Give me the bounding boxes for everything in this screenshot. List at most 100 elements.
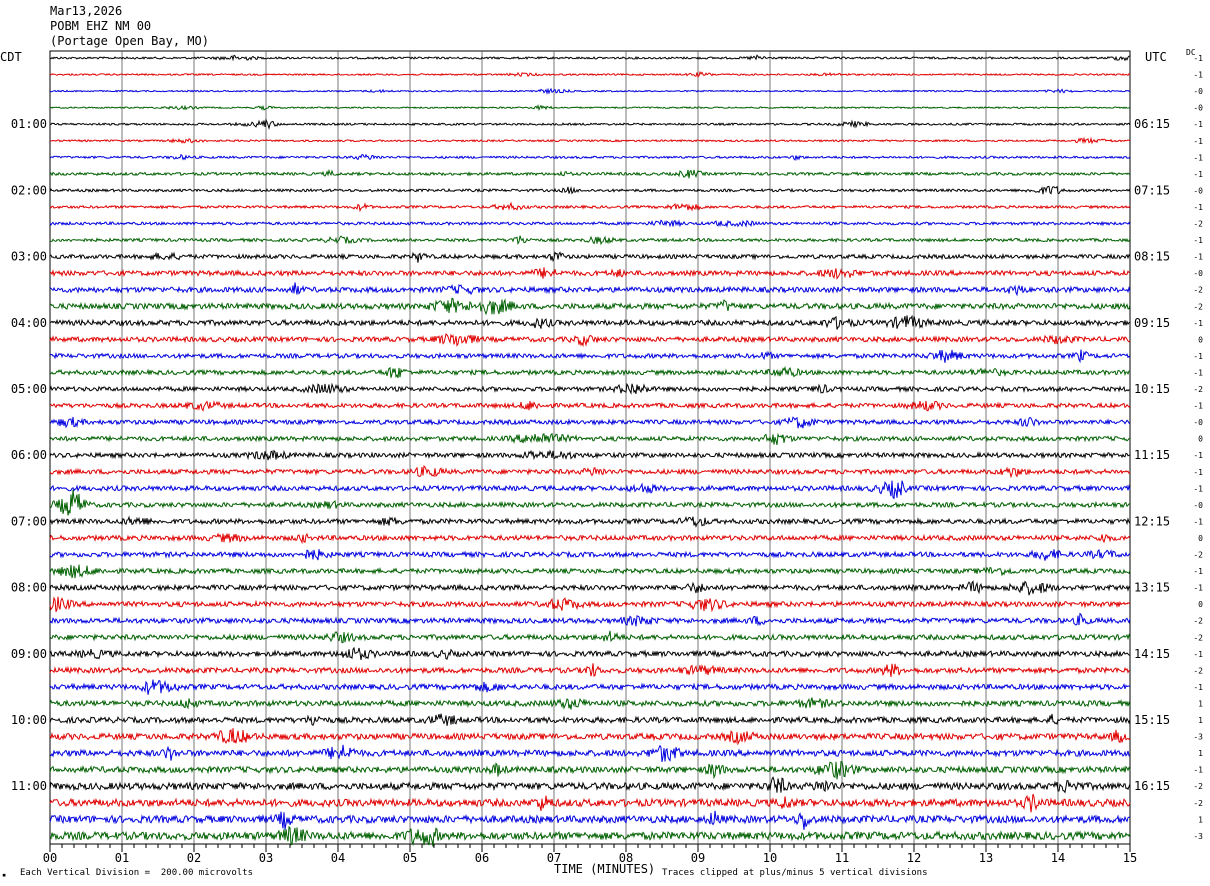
dc-offset-label: -1 <box>1193 352 1203 361</box>
seismic-trace <box>49 235 1131 246</box>
dc-offset-label: 1 <box>1198 716 1203 725</box>
dc-offset-label: -1 <box>1193 253 1203 262</box>
seismic-trace <box>49 663 1131 678</box>
seismic-trace <box>49 333 1131 348</box>
station-label: POBM EHZ NM 00 <box>50 19 152 33</box>
seismic-trace <box>49 744 1131 763</box>
dc-offset-label: -3 <box>1193 733 1203 742</box>
plot-grid <box>49 50 1131 845</box>
seismic-trace <box>49 810 1131 830</box>
dc-offset-label: -1 <box>1193 650 1203 659</box>
seismic-trace <box>49 596 1131 613</box>
left-hour-label: 02:00 <box>11 183 47 197</box>
dc-offset-label: -0 <box>1193 87 1203 96</box>
seismic-trace <box>49 416 1131 429</box>
dc-offset-label: -1 <box>1193 153 1203 162</box>
seismic-trace <box>49 489 1131 516</box>
seismic-trace <box>49 400 1131 412</box>
x-tick-label: 02 <box>187 851 201 865</box>
seismic-trace <box>49 70 1131 78</box>
dc-offset-label: -1 <box>1193 71 1203 80</box>
seismic-trace <box>49 297 1131 316</box>
dc-offset-label: -1 <box>1193 137 1203 146</box>
left-hour-label: 04:00 <box>11 316 47 330</box>
left-hour-label: 01:00 <box>11 117 47 131</box>
dc-offset-label: -1 <box>1193 319 1203 328</box>
dc-offset-label: -1 <box>1193 402 1203 411</box>
dc-offset-label: -1 <box>1193 120 1203 129</box>
x-tick-label: 01 <box>115 851 129 865</box>
dc-offset-label: -0 <box>1193 501 1203 510</box>
dc-offset-label: -2 <box>1193 551 1203 560</box>
x-axis-title: TIME (MINUTES) <box>554 862 656 876</box>
right-hour-label: 08:15 <box>1134 250 1170 264</box>
seismic-trace <box>49 185 1131 195</box>
date-label: Mar13,2026 <box>50 4 123 18</box>
dc-offset-label: -1 <box>1193 170 1203 179</box>
left-hour-label: 07:00 <box>11 514 47 528</box>
x-tick-label: 04 <box>331 851 345 865</box>
seismic-trace <box>49 548 1131 561</box>
dc-offset-label: 1 <box>1198 699 1203 708</box>
seismic-trace <box>49 118 1131 130</box>
dc-offset-label: -2 <box>1193 220 1203 229</box>
dc-offset-label: -0 <box>1193 104 1203 113</box>
x-tick-label: 09 <box>691 851 705 865</box>
dc-offset-label: 0 <box>1198 534 1203 543</box>
plot-frame <box>49 50 1131 845</box>
dc-offset-label: -2 <box>1193 617 1203 626</box>
x-tick-label: 11 <box>835 851 849 865</box>
x-tick-label: 08 <box>619 851 633 865</box>
seismic-trace <box>49 382 1131 395</box>
seismic-trace <box>49 282 1131 297</box>
seismic-trace <box>49 761 1131 780</box>
right-timezone-label: UTC <box>1145 50 1167 64</box>
seismic-trace <box>49 564 1131 579</box>
seismic-trace <box>49 251 1131 263</box>
label-group: -1 -1 -0 -0 -1 -1 -1 -1 -0 -1 -2 -1 -1 -0 -2 -2 -1 0 -1 -1 -… <box>11 54 1203 865</box>
x-tick-label: 14 <box>1051 851 1065 865</box>
seismic-trace <box>49 515 1131 528</box>
seismic-trace <box>49 612 1131 627</box>
seismic-trace <box>49 532 1131 545</box>
seismic-trace <box>49 432 1131 446</box>
seismic-trace <box>49 136 1131 145</box>
dc-offset-label: -1 <box>1193 567 1203 576</box>
dc-offset-label: -1 <box>1193 236 1203 245</box>
dc-offset-label: -1 <box>1193 584 1203 593</box>
seismic-trace <box>49 87 1131 95</box>
right-hour-label: 10:15 <box>1134 382 1170 396</box>
dc-offset-label: -1 <box>1193 451 1203 460</box>
dc-offset-label: -1 <box>1193 484 1203 493</box>
x-tick-group <box>49 844 1131 852</box>
dc-offset-label: -2 <box>1193 633 1203 642</box>
dc-offset-label: -1 <box>1193 683 1203 692</box>
trace-group <box>49 54 1131 847</box>
seismic-trace <box>49 219 1131 229</box>
seismic-trace <box>49 449 1131 461</box>
right-hour-label: 14:15 <box>1134 647 1170 661</box>
dc-offset-label: -3 <box>1193 832 1203 841</box>
seismic-trace <box>49 679 1131 695</box>
seismic-trace <box>49 201 1131 213</box>
right-hour-label: 12:15 <box>1134 514 1170 528</box>
x-tick-label: 13 <box>979 851 993 865</box>
left-hour-label: 11:00 <box>11 779 47 793</box>
dc-offset-label: -0 <box>1193 269 1203 278</box>
seismic-trace <box>49 776 1131 794</box>
dc-offset-label: -1 <box>1193 468 1203 477</box>
dc-offset-label: -2 <box>1193 799 1203 808</box>
x-tick-label: 15 <box>1123 851 1137 865</box>
right-hour-label: 13:15 <box>1134 581 1170 595</box>
x-tick-label: 07 <box>547 851 561 865</box>
seismic-trace <box>49 697 1131 710</box>
left-hour-label: 10:00 <box>11 713 47 727</box>
dc-offset-label: -2 <box>1193 666 1203 675</box>
seismic-trace <box>49 480 1131 500</box>
dc-offset-label: 1 <box>1198 815 1203 824</box>
seismic-trace <box>49 349 1131 364</box>
seismic-trace <box>49 646 1131 660</box>
clip-note: Traces clipped at plus/minus 5 vertical … <box>662 868 928 878</box>
dc-offset-label: -1 <box>1193 517 1203 526</box>
